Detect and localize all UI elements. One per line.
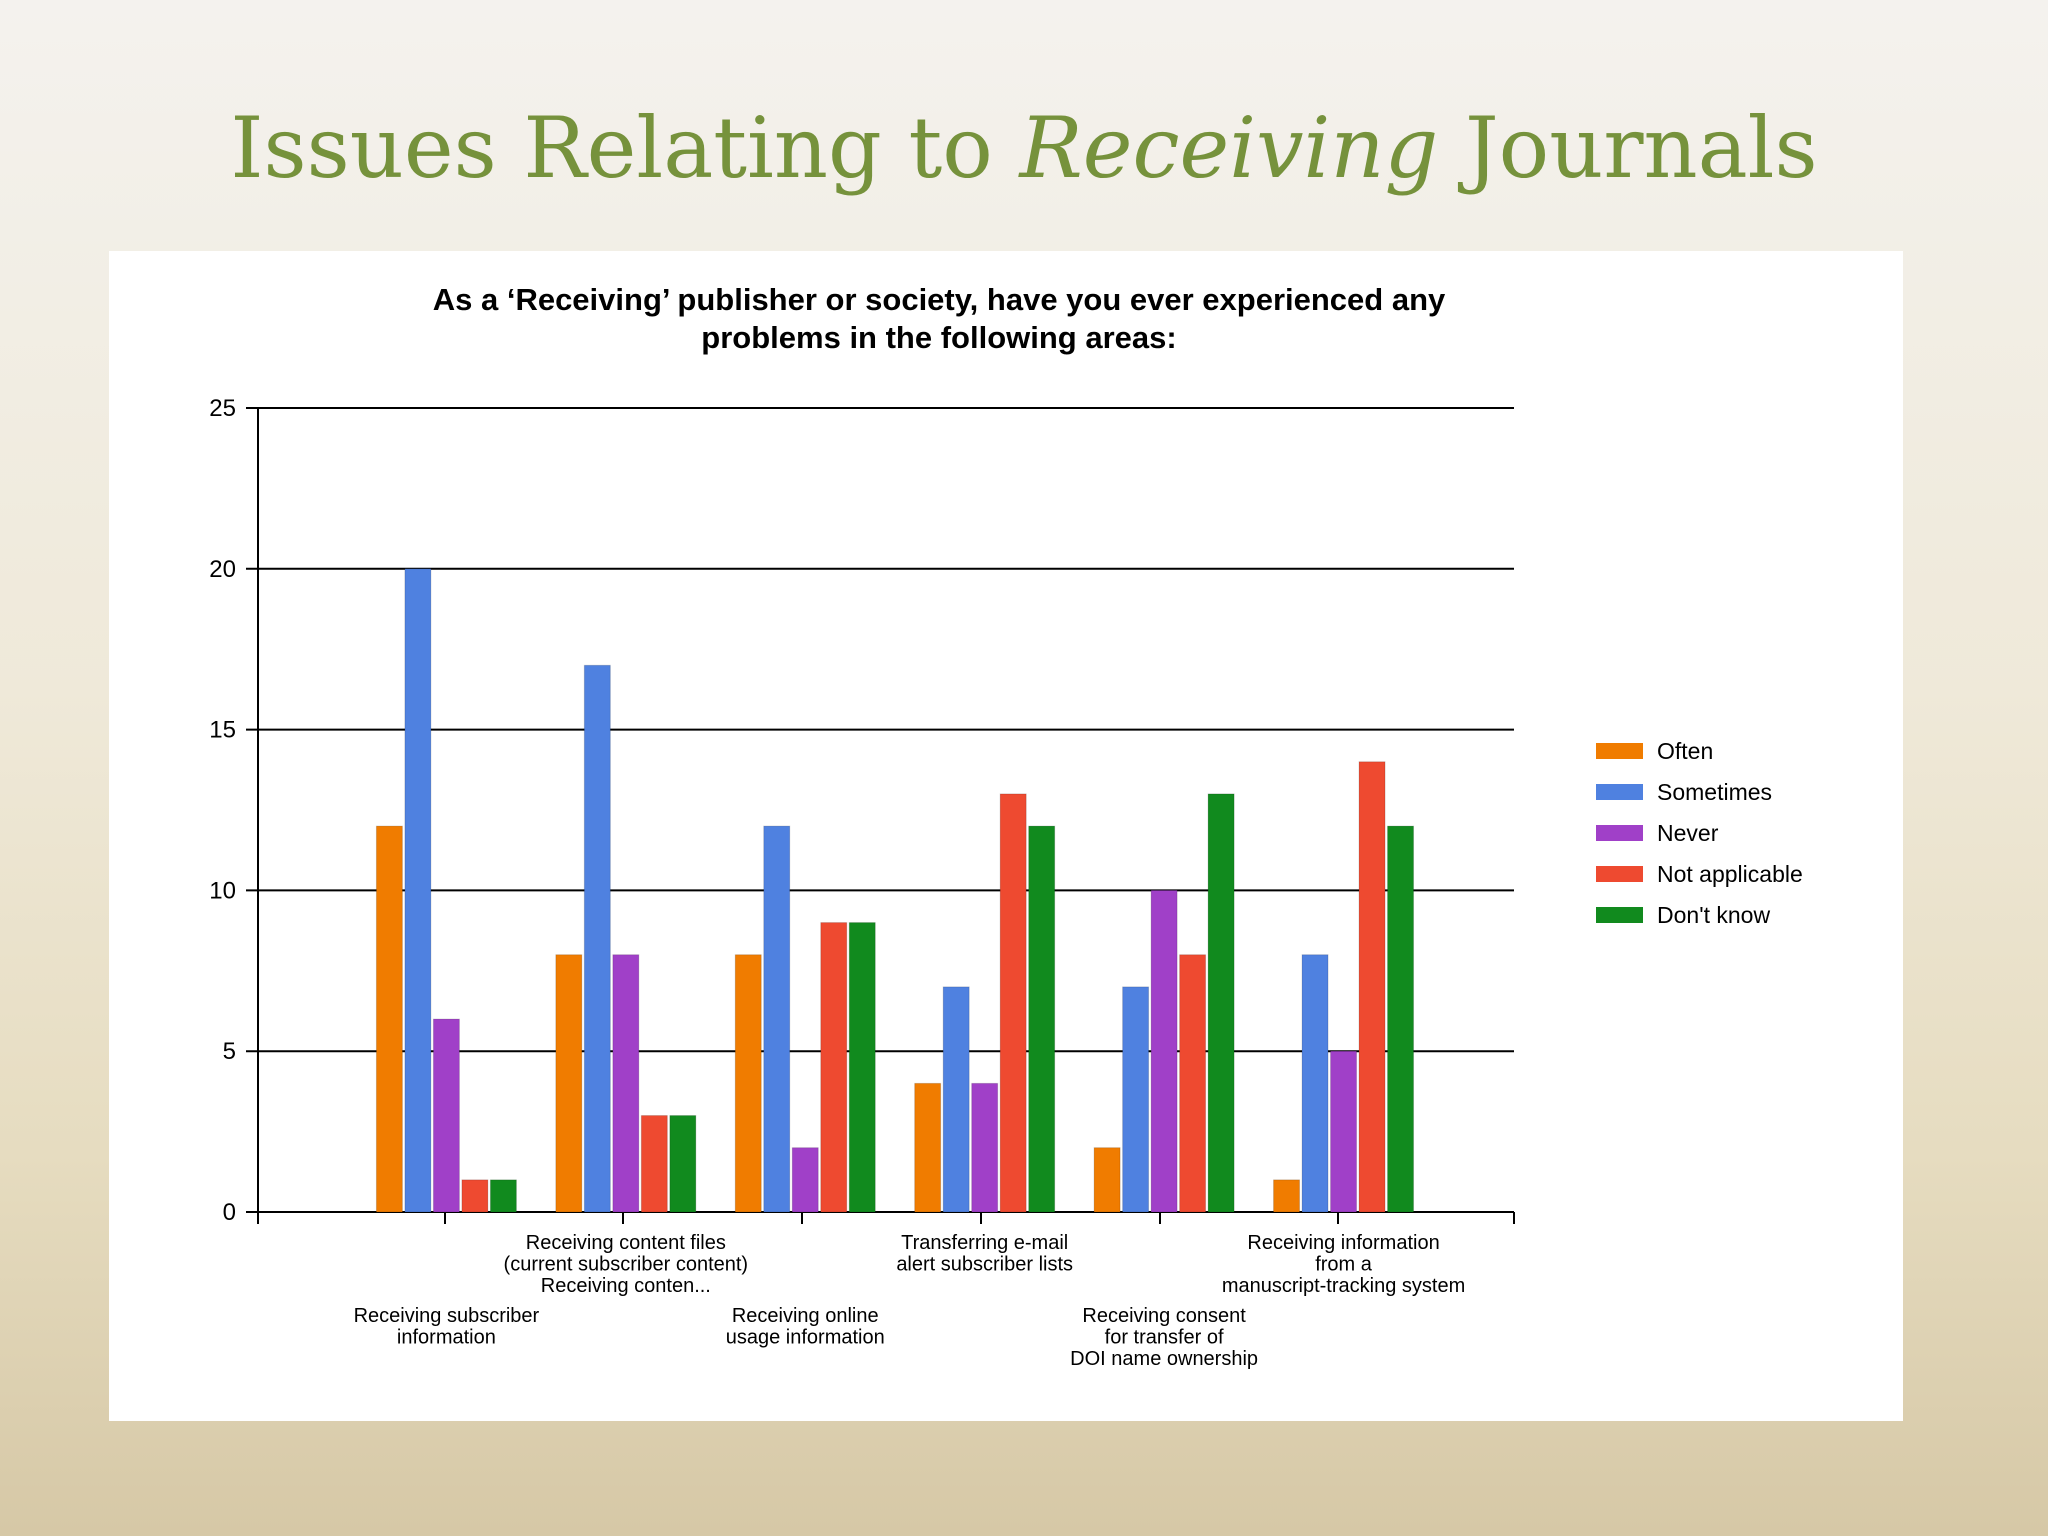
legend-label: Don't know — [1657, 902, 1770, 928]
bar-not-applicable — [1358, 761, 1386, 1213]
legend-label: Often — [1657, 738, 1713, 764]
title-text-end: Journals — [1438, 99, 1818, 197]
chart-title-line-1: As a ‘Receiving’ publisher or society, h… — [432, 282, 1446, 317]
legend-label: Not applicable — [1657, 861, 1803, 887]
bar-often — [914, 1082, 942, 1213]
bar-sometimes — [1122, 986, 1150, 1213]
y-tick-label: 5 — [223, 1038, 236, 1065]
category-label: usage information — [726, 1327, 885, 1349]
bar-often — [375, 825, 403, 1213]
category-label: DOI name ownership — [1070, 1348, 1258, 1370]
title-emphasis: Receiving — [1019, 99, 1439, 197]
bar-not-applicable — [1179, 954, 1207, 1213]
category-label: Receiving content files — [526, 1232, 726, 1254]
bar-sometimes — [942, 986, 970, 1213]
bar-sometimes — [583, 664, 611, 1213]
category-label: (current subscriber content) — [504, 1254, 749, 1276]
bar-never — [1150, 889, 1178, 1213]
bar-never — [791, 1147, 819, 1213]
bar-often — [555, 954, 583, 1213]
chart-title-line-2: problems in the following areas: — [701, 320, 1177, 355]
legend-swatch — [1596, 825, 1643, 841]
bar-not-applicable — [820, 922, 848, 1213]
category-label: Receiving consent — [1082, 1305, 1246, 1327]
category-label: Transferring e-mail — [901, 1232, 1068, 1254]
bar-never — [612, 954, 640, 1213]
chart-panel: As a ‘Receiving’ publisher or society, h… — [109, 251, 1903, 1421]
legend-swatch — [1596, 743, 1643, 759]
bar-don-t-know — [848, 922, 876, 1213]
category-label: manuscript-tracking system — [1222, 1275, 1465, 1297]
chart-title: As a ‘Receiving’ publisher or society, h… — [269, 281, 1609, 357]
bar-often — [1093, 1147, 1121, 1213]
bar-never — [432, 1018, 460, 1213]
category-label: information — [397, 1327, 496, 1349]
bar-not-applicable — [640, 1115, 668, 1213]
y-tick-label: 15 — [209, 717, 236, 744]
y-tick-label: 0 — [223, 1199, 236, 1226]
legend-swatch — [1596, 907, 1643, 923]
bar-don-t-know — [1207, 793, 1235, 1213]
bar-not-applicable — [461, 1179, 489, 1213]
bar-often — [734, 954, 762, 1213]
category-label: Receiving conten... — [541, 1275, 711, 1297]
bar-chart: 0 5 10 15 20 25 Receiving subscriberinformatio… — [209, 395, 1803, 1370]
slide-title: Issues Relating to Receiving Journals — [0, 88, 2048, 208]
bar-sometimes — [763, 825, 791, 1213]
title-text: Issues Relating to — [230, 99, 1020, 197]
category-label: Receiving online — [732, 1305, 879, 1327]
bar-often — [1273, 1179, 1301, 1213]
category-label: from a — [1315, 1254, 1373, 1276]
bar-don-t-know — [1387, 825, 1415, 1213]
y-tick-label: 10 — [209, 877, 236, 904]
bar-not-applicable — [999, 793, 1027, 1213]
legend-swatch — [1596, 784, 1643, 800]
category-label: for transfer of — [1105, 1327, 1224, 1349]
bar-don-t-know — [489, 1179, 517, 1213]
category-label: alert subscriber lists — [896, 1254, 1073, 1276]
bar-sometimes — [404, 568, 432, 1213]
legend-label: Sometimes — [1657, 779, 1772, 805]
bar-never — [971, 1082, 999, 1213]
bar-don-t-know — [1028, 825, 1056, 1213]
category-label: Receiving subscriber — [354, 1305, 540, 1327]
legend-swatch — [1596, 866, 1643, 882]
category-label: Receiving information — [1247, 1232, 1439, 1254]
bar-sometimes — [1301, 954, 1329, 1213]
legend-label: Never — [1657, 820, 1719, 846]
y-tick-label: 25 — [209, 395, 236, 422]
bar-never — [1330, 1050, 1358, 1213]
y-tick-label: 20 — [209, 556, 236, 583]
bar-don-t-know — [669, 1115, 697, 1213]
